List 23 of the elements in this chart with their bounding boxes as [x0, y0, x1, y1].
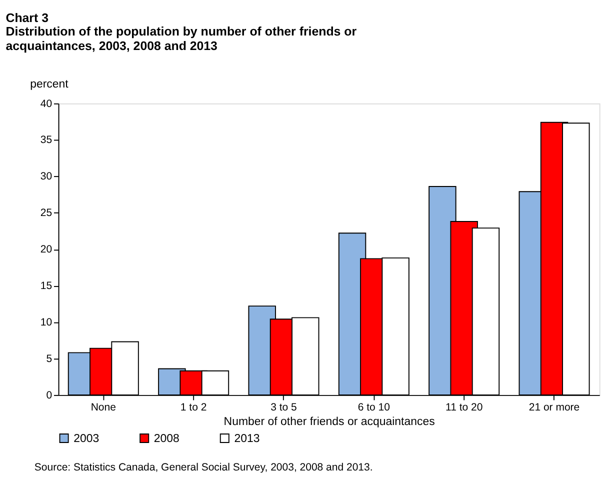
y-tick-label: 40: [40, 98, 52, 110]
y-tick-label: 25: [40, 207, 52, 220]
chart-subtitle: Distribution of the population by number of other friends or acquaintances, 2003, 2008 and 2013: [6, 24, 357, 53]
y-tick-label: 5: [46, 352, 52, 365]
legend-label: 2013: [234, 433, 260, 446]
legend-label: 2003: [74, 433, 100, 446]
x-tick-label: 6 to 10: [358, 402, 390, 414]
y-axis-title: percent: [30, 78, 70, 91]
y-tick-label: 15: [40, 280, 52, 292]
y-tick-label: 20: [40, 244, 52, 256]
y-tick-label: 30: [40, 170, 52, 183]
x-axis-title: Number of other friends or acquaintances: [224, 416, 436, 428]
x-tick-label: 11 to 20: [446, 402, 483, 414]
source-note: Source: Statistics Canada, General Social Survey, 2003, 2008 and 2013.: [34, 461, 373, 474]
chart-title: Chart 3: [6, 11, 49, 26]
y-tick-label: 35: [40, 134, 52, 146]
y-tick-label: 0: [46, 389, 52, 402]
x-tick-label: None: [90, 402, 116, 414]
legend-label: 2008: [154, 433, 180, 446]
x-tick-label: 21 or more: [528, 402, 580, 414]
x-tick-label: 3 to 5: [270, 402, 298, 414]
x-tick-label: 1 to 2: [180, 402, 207, 414]
y-tick-label: 10: [40, 316, 52, 328]
